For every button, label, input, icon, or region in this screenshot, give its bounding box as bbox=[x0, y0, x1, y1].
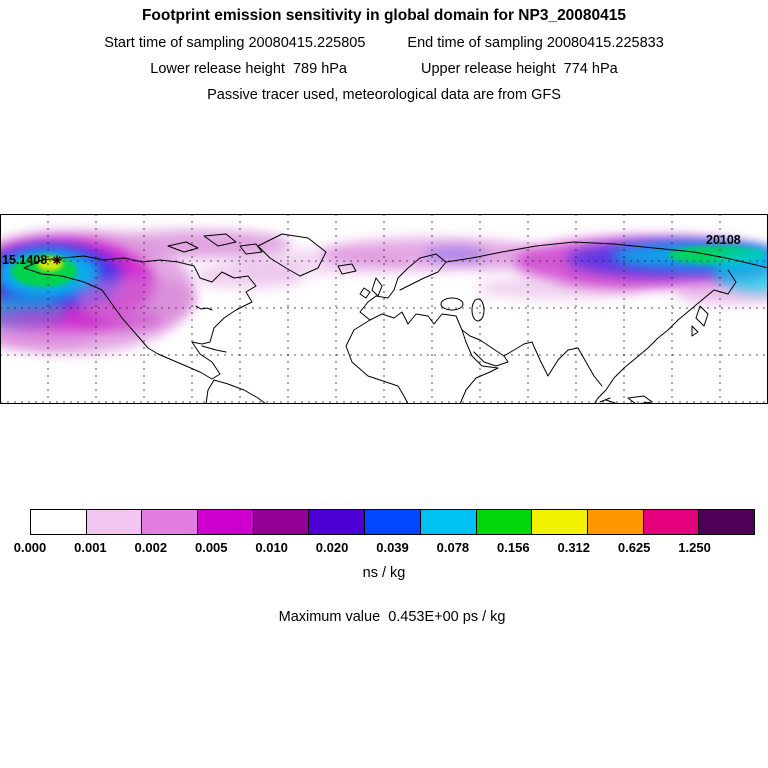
colorbar-cell bbox=[364, 510, 420, 534]
tracer-info-line: Passive tracer used, meteorological data… bbox=[0, 87, 768, 103]
plume-region bbox=[713, 248, 768, 292]
colorbar-cell bbox=[252, 510, 309, 534]
colorbar-tick-label: 0.039 bbox=[376, 540, 409, 555]
colorbar-tick-label: 0.002 bbox=[134, 540, 168, 555]
colorbar-cell bbox=[698, 510, 754, 534]
world-map-panel: 15.1408 20108 bbox=[0, 214, 768, 404]
upper-release-label: Upper release height 774 hPa bbox=[421, 61, 618, 77]
colorbar bbox=[30, 509, 755, 535]
colorbar-tick-label: 0.156 bbox=[497, 540, 530, 555]
max-value-label: Maximum value 0.453E+00 ps / kg bbox=[0, 593, 768, 641]
continent-outlines bbox=[23, 233, 768, 404]
caribbean-islands-outline bbox=[201, 345, 227, 353]
arctic-islands-outline bbox=[167, 233, 263, 255]
arabia-outline bbox=[461, 329, 533, 367]
max-value-text: Maximum value 0.453E+00 ps / kg bbox=[278, 609, 506, 625]
colorbar-cell bbox=[308, 510, 365, 534]
release-point-marker bbox=[52, 255, 62, 265]
tracer-info-label: Passive tracer used, meteorological data… bbox=[207, 87, 561, 103]
colorbar-tick-label: 0.010 bbox=[255, 540, 288, 555]
units-text: ns / kg bbox=[362, 565, 406, 581]
plume-region bbox=[130, 232, 290, 256]
southeast-asia-islands-outline bbox=[599, 395, 653, 404]
asia-east-outline bbox=[593, 269, 737, 404]
colorbar-cell bbox=[197, 510, 253, 534]
end-time-label: End time of sampling 20080415.225833 bbox=[407, 35, 664, 51]
colorbar-tick-label: 0.005 bbox=[194, 540, 228, 555]
colorbar-tick-label: 0.001 bbox=[74, 540, 107, 555]
south-america-outline bbox=[205, 379, 267, 404]
greenland-outline bbox=[257, 233, 327, 277]
release-heights-line: Lower release height 789 hPa Upper relea… bbox=[0, 61, 768, 77]
mediterranean-coast-outline bbox=[369, 311, 463, 331]
colorbar-cell bbox=[531, 510, 587, 534]
india-outline bbox=[531, 341, 603, 387]
colorbar-units-label: ns / kg bbox=[0, 565, 768, 581]
plume-region bbox=[0, 324, 90, 348]
colorbar-tick-label: 0.078 bbox=[436, 540, 470, 555]
world-map-svg: 15.1408 20108 bbox=[0, 214, 768, 404]
colorbar-cell bbox=[85, 510, 142, 534]
europe-north-outline bbox=[367, 241, 768, 303]
colorbar-cell bbox=[31, 510, 86, 534]
title-text: Footprint emission sensitivity in global… bbox=[141, 7, 627, 24]
colorbar-cell bbox=[141, 510, 198, 534]
map-annotation-left: 15.1408 bbox=[2, 253, 47, 267]
colorbar-tick-label: 0.625 bbox=[617, 540, 651, 555]
colorbar-cell bbox=[419, 510, 476, 534]
colorbar-cell bbox=[475, 510, 532, 534]
plume-region bbox=[75, 276, 195, 324]
release-star-icon bbox=[52, 255, 62, 265]
africa-west-outline bbox=[345, 301, 409, 404]
caspian-sea-outline bbox=[471, 298, 485, 322]
colorbar-tick-label: 0.312 bbox=[557, 540, 591, 555]
colorbar-tick-label: 0.000 bbox=[13, 540, 47, 555]
colorbar-tick-labels: 0.000 0.001 0.002 0.005 0.010 0.020 0.039 0.078… bbox=[14, 540, 755, 558]
emission-sensitivity-plume-layer bbox=[0, 230, 768, 354]
great-lakes-outline bbox=[195, 305, 213, 311]
sampling-times-line: Start time of sampling 20080415.225805 E… bbox=[0, 35, 768, 51]
colorbar-cell bbox=[642, 510, 699, 534]
north-america-outline bbox=[23, 255, 257, 380]
map-annotation-right: 20108 bbox=[706, 233, 741, 247]
colorbar-tick-label: 1.250 bbox=[678, 540, 711, 555]
plume-region bbox=[423, 246, 487, 262]
japan-outline bbox=[691, 305, 709, 337]
colorbar-cell bbox=[586, 510, 643, 534]
plume-region bbox=[195, 263, 305, 289]
british-isles-outline bbox=[359, 277, 383, 299]
latlon-grid bbox=[0, 214, 768, 404]
lower-release-label: Lower release height 789 hPa bbox=[150, 61, 347, 77]
iceland-outline bbox=[337, 263, 357, 275]
africa-east-outline bbox=[459, 329, 499, 404]
black-sea-outline bbox=[440, 297, 464, 311]
colorbar-tick-label: 0.020 bbox=[315, 540, 349, 555]
start-time-label: Start time of sampling 20080415.225805 bbox=[104, 35, 366, 51]
page-title: Footprint emission sensitivity in global… bbox=[0, 7, 768, 25]
